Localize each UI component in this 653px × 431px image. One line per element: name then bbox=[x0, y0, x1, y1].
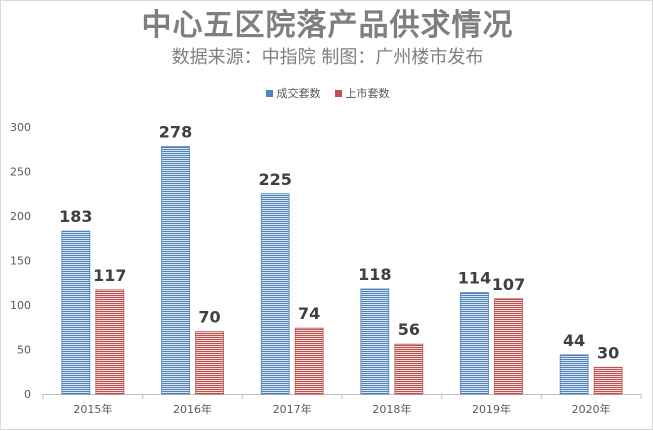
bar-listings bbox=[494, 298, 523, 395]
bar-deals bbox=[260, 193, 290, 395]
bar-deals bbox=[61, 230, 91, 395]
x-tick-label: 2018年 bbox=[372, 402, 411, 416]
bar-deals bbox=[161, 146, 190, 395]
x-tick-label: 2020年 bbox=[572, 402, 611, 416]
y-tick-label: 250 bbox=[10, 166, 31, 179]
data-label-deals: 44 bbox=[563, 331, 585, 350]
chart-subtitle: 数据来源：中指院 制图：广州楼市发布 bbox=[171, 47, 484, 68]
legend-swatch-deals bbox=[265, 89, 273, 97]
x-tick-label: 2017年 bbox=[273, 402, 312, 416]
legend-swatch-listings bbox=[334, 89, 342, 97]
data-label-listings: 117 bbox=[93, 266, 126, 285]
x-tick-label: 2015年 bbox=[73, 402, 112, 416]
legend-item-deals: 成交套数 bbox=[265, 85, 321, 101]
data-label-listings: 107 bbox=[492, 275, 525, 294]
legend-item-listings: 上市套数 bbox=[334, 85, 390, 101]
data-label-listings: 70 bbox=[198, 308, 220, 327]
bar-deals bbox=[360, 288, 390, 395]
data-label-deals: 114 bbox=[458, 269, 491, 288]
bar-deals bbox=[460, 292, 489, 395]
data-label-listings: 56 bbox=[398, 320, 420, 339]
x-tick-label: 2016年 bbox=[173, 402, 212, 416]
bar-listings bbox=[294, 327, 324, 395]
legend-label-deals: 成交套数 bbox=[276, 87, 321, 100]
data-label-deals: 118 bbox=[358, 265, 391, 284]
y-tick-label: 100 bbox=[10, 299, 31, 312]
bar-listings bbox=[195, 331, 224, 395]
x-tick-label: 2019年 bbox=[472, 402, 511, 416]
y-tick-label: 300 bbox=[10, 121, 31, 134]
y-tick-label: 0 bbox=[24, 388, 31, 401]
bar-listings bbox=[593, 366, 623, 395]
data-label-deals: 183 bbox=[59, 207, 92, 226]
bar-listings bbox=[394, 343, 424, 395]
y-tick-label: 200 bbox=[10, 210, 31, 223]
bar-deals bbox=[559, 354, 589, 395]
chart-legend: 成交套数 上市套数 bbox=[1, 85, 653, 101]
y-tick-label: 150 bbox=[10, 255, 31, 268]
y-tick-label: 50 bbox=[17, 344, 31, 357]
data-label-deals: 225 bbox=[258, 170, 291, 189]
chart-title: 中心五区院落产品供求情况 bbox=[141, 8, 514, 43]
data-label-listings: 30 bbox=[597, 343, 619, 362]
bar-listings bbox=[95, 289, 125, 395]
legend-label-listings: 上市套数 bbox=[345, 87, 390, 100]
data-label-listings: 74 bbox=[298, 304, 320, 323]
data-label-deals: 278 bbox=[159, 123, 192, 142]
